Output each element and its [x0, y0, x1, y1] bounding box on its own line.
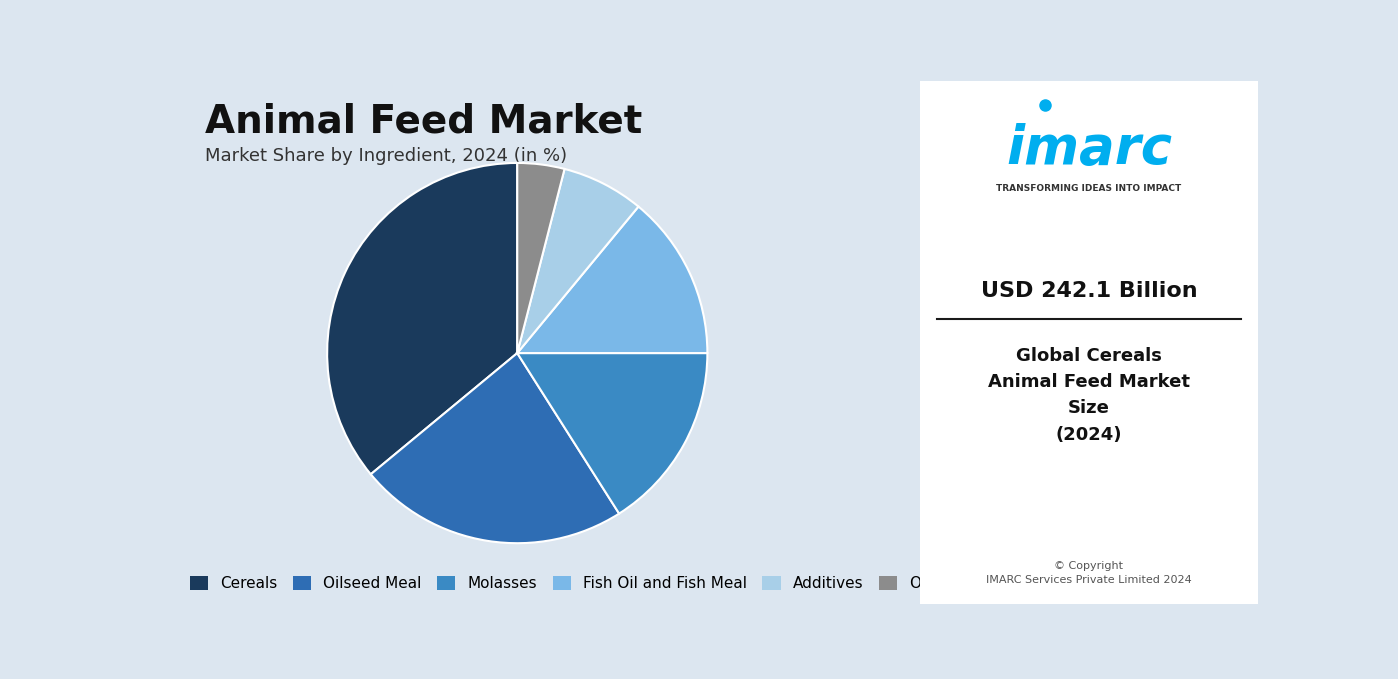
Wedge shape: [370, 353, 619, 543]
FancyBboxPatch shape: [920, 81, 1258, 604]
Legend: Cereals, Oilseed Meal, Molasses, Fish Oil and Fish Meal, Additives, Others: Cereals, Oilseed Meal, Molasses, Fish Oi…: [190, 576, 960, 591]
Text: TRANSFORMING IDEAS INTO IMPACT: TRANSFORMING IDEAS INTO IMPACT: [997, 184, 1181, 193]
Wedge shape: [517, 353, 707, 513]
Text: USD 242.1 Billion: USD 242.1 Billion: [980, 280, 1197, 301]
Text: Animal Feed Market: Animal Feed Market: [204, 103, 642, 141]
Text: Global Cereals
Animal Feed Market
Size
(2024): Global Cereals Animal Feed Market Size (…: [988, 346, 1190, 444]
Wedge shape: [517, 206, 707, 353]
Wedge shape: [517, 163, 565, 353]
Text: imarc: imarc: [1007, 124, 1172, 175]
Text: © Copyright
IMARC Services Private Limited 2024: © Copyright IMARC Services Private Limit…: [986, 561, 1191, 585]
Wedge shape: [517, 169, 639, 353]
Wedge shape: [327, 163, 517, 474]
Text: Market Share by Ingredient, 2024 (in %): Market Share by Ingredient, 2024 (in %): [204, 147, 566, 165]
